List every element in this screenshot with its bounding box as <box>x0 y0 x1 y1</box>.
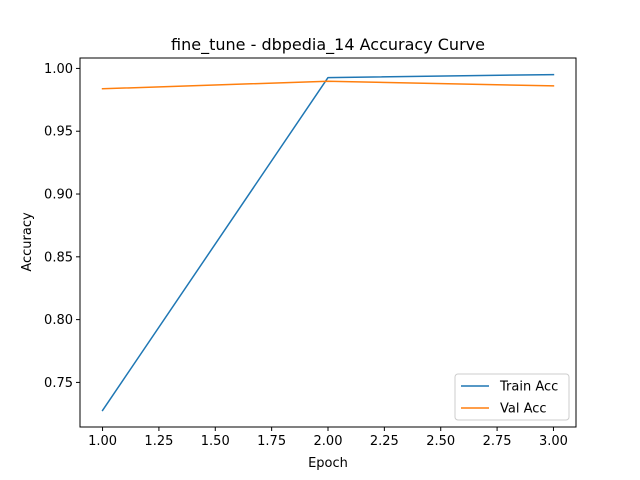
y-tick-label: 0.95 <box>44 125 73 140</box>
x-tick-label: 1.25 <box>144 434 173 449</box>
chart-title: fine_tune - dbpedia_14 Accuracy Curve <box>171 35 485 55</box>
x-tick-label: 2.25 <box>370 434 399 449</box>
x-tick-label: 1.50 <box>201 434 230 449</box>
y-tick-label: 0.90 <box>44 188 73 203</box>
y-tick-label: 0.80 <box>44 313 73 328</box>
x-tick-label: 1.75 <box>257 434 286 449</box>
y-axis-ticks: 0.75 0.80 0.85 0.90 0.95 1.00 <box>44 62 80 391</box>
y-tick-label: 0.85 <box>44 250 73 265</box>
x-tick-label: 3.00 <box>539 434 568 449</box>
legend-label: Train Acc <box>499 380 558 395</box>
series-line-val-acc <box>101 80 555 90</box>
y-axis-label: Accuracy <box>20 212 35 272</box>
y-tick-label: 1.00 <box>44 62 73 77</box>
x-tick-label: 1.00 <box>88 434 117 449</box>
series-lines <box>101 73 555 412</box>
x-tick-label: 2.00 <box>314 434 343 449</box>
x-tick-label: 2.50 <box>426 434 455 449</box>
legend-label: Val Acc <box>500 402 547 417</box>
x-axis-ticks: 1.00 1.25 1.50 1.75 2.00 2.25 2.50 2.75 3.00 <box>88 427 568 449</box>
plot-area <box>79 57 577 428</box>
x-tick-label: 2.75 <box>483 434 512 449</box>
y-tick-label: 0.75 <box>44 376 73 391</box>
legend: Train Acc Val Acc <box>454 373 570 421</box>
series-line-train-acc <box>101 73 555 412</box>
x-axis-label: Epoch <box>308 456 348 471</box>
